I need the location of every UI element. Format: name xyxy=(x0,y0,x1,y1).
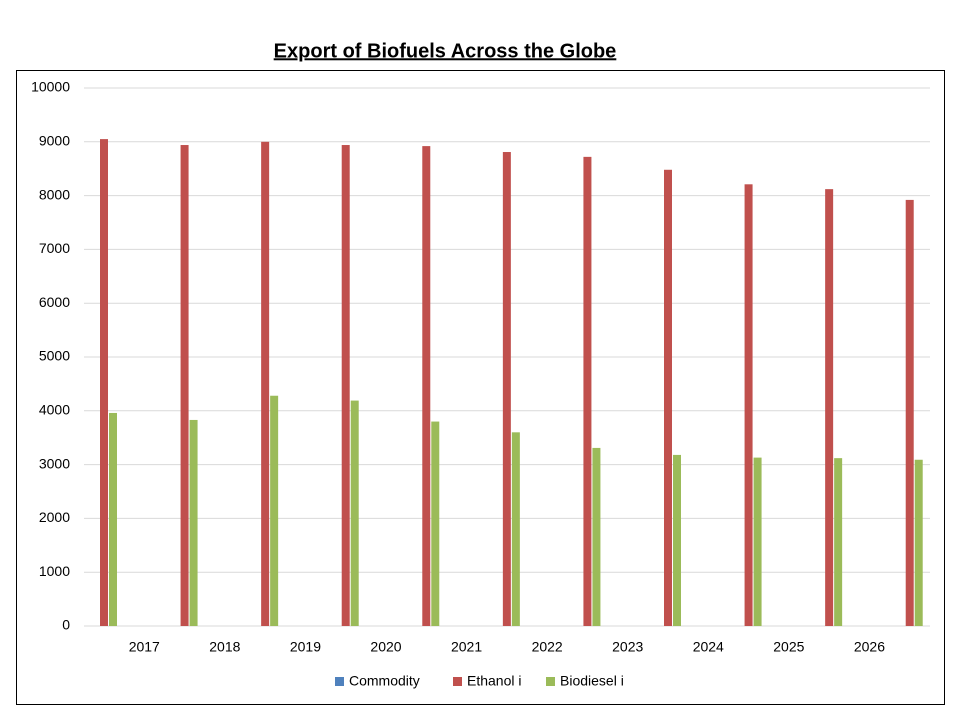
bar xyxy=(825,189,834,627)
x-tick-label: 2017 xyxy=(129,639,160,655)
y-tick-label: 1000 xyxy=(39,563,70,579)
chart-border xyxy=(16,70,945,705)
y-tick-label: 5000 xyxy=(39,348,70,364)
legend-swatch xyxy=(546,677,555,686)
y-tick-label: 2000 xyxy=(39,509,70,525)
bar xyxy=(583,156,592,626)
bar xyxy=(664,169,672,626)
bar xyxy=(261,141,270,627)
y-tick-label: 4000 xyxy=(39,402,70,418)
bar xyxy=(422,146,431,626)
bar xyxy=(914,459,923,626)
legend-label: Ethanol i xyxy=(467,673,521,689)
x-tick-label: 2024 xyxy=(693,639,724,655)
x-tick-label: 2026 xyxy=(854,639,885,655)
bar xyxy=(511,432,520,626)
x-tick-label: 2023 xyxy=(612,639,643,655)
y-tick-label: 7000 xyxy=(39,240,70,256)
bar xyxy=(341,145,350,626)
chart-title: Export of Biofuels Across the Globe xyxy=(274,40,617,62)
bar xyxy=(180,145,189,626)
bar xyxy=(270,395,279,626)
y-tick-label: 6000 xyxy=(39,294,70,310)
x-tick-label: 2020 xyxy=(370,639,401,655)
bar xyxy=(100,139,108,627)
bar xyxy=(834,458,843,626)
y-tick-label: 0 xyxy=(62,617,70,633)
legend-label: Commodity xyxy=(349,673,420,689)
x-tick-label: 2022 xyxy=(532,639,563,655)
bar xyxy=(744,184,753,626)
x-tick-label: 2025 xyxy=(773,639,804,655)
y-tick-label: 10000 xyxy=(31,79,70,95)
bar xyxy=(502,152,511,626)
bar xyxy=(350,400,359,626)
y-tick-label: 9000 xyxy=(39,133,70,149)
bar xyxy=(592,447,601,626)
y-tick-label: 8000 xyxy=(39,186,70,202)
y-tick-label: 3000 xyxy=(39,455,70,471)
legend-swatch xyxy=(453,677,462,686)
x-tick-label: 2021 xyxy=(451,639,482,655)
bar xyxy=(673,454,681,626)
bar xyxy=(189,419,198,626)
bar xyxy=(905,199,914,627)
x-tick-label: 2018 xyxy=(209,639,240,655)
bar xyxy=(431,421,440,626)
legend-label: Biodiesel i xyxy=(560,673,624,689)
bar xyxy=(753,457,762,626)
x-tick-label: 2019 xyxy=(290,639,321,655)
legend-swatch xyxy=(335,677,344,686)
bar xyxy=(109,412,117,626)
